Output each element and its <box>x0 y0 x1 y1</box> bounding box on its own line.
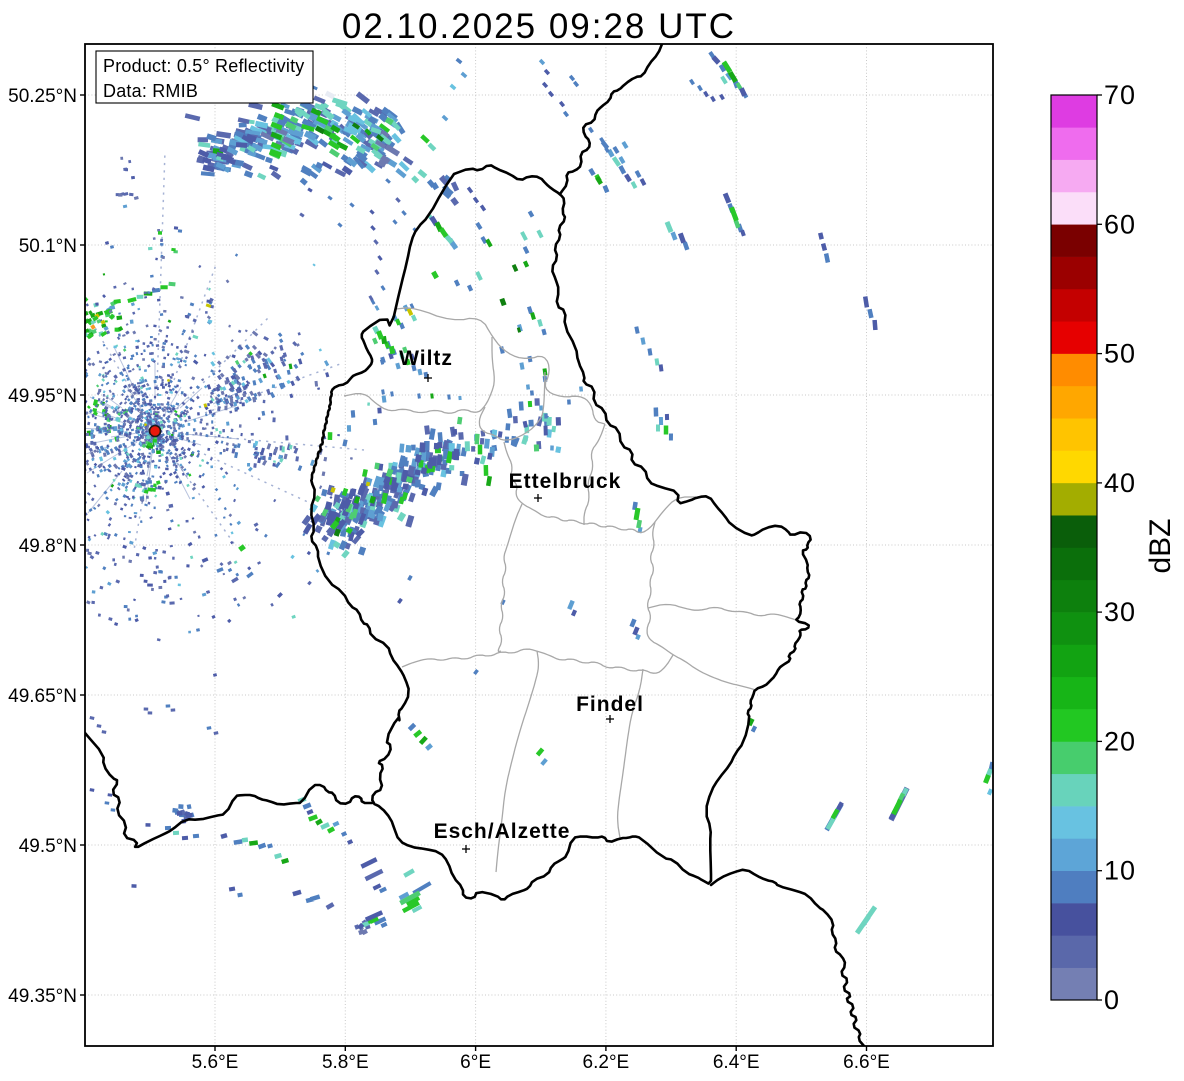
svg-text:50.1°N: 50.1°N <box>19 236 77 257</box>
svg-text:6.4°E: 6.4°E <box>713 1052 760 1073</box>
svg-text:49.95°N: 49.95°N <box>8 386 77 407</box>
svg-text:50.25°N: 50.25°N <box>8 86 77 107</box>
svg-text:5.8°E: 5.8°E <box>322 1052 369 1073</box>
svg-text:50: 50 <box>1104 339 1136 369</box>
svg-text:dBZ: dBZ <box>1144 518 1177 573</box>
svg-text:Esch/Alzette: Esch/Alzette <box>434 820 571 843</box>
svg-text:0: 0 <box>1104 985 1120 1015</box>
svg-text:Wiltz: Wiltz <box>399 347 453 370</box>
svg-text:70: 70 <box>1104 80 1136 110</box>
svg-text:5.6°E: 5.6°E <box>192 1052 239 1073</box>
svg-text:Findel: Findel <box>576 693 644 716</box>
svg-text:10: 10 <box>1104 856 1136 886</box>
svg-text:6.6°E: 6.6°E <box>843 1052 890 1073</box>
svg-text:20: 20 <box>1104 726 1136 756</box>
svg-text:02.10.2025 09:28 UTC: 02.10.2025 09:28 UTC <box>342 7 736 46</box>
svg-text:Data: RMIB: Data: RMIB <box>103 81 198 101</box>
svg-text:Product: 0.5° Reflectivity: Product: 0.5° Reflectivity <box>103 56 304 76</box>
svg-text:49.8°N: 49.8°N <box>19 536 77 557</box>
svg-text:40: 40 <box>1104 468 1136 498</box>
svg-text:60: 60 <box>1104 209 1136 239</box>
svg-text:30: 30 <box>1104 597 1136 627</box>
svg-text:49.65°N: 49.65°N <box>8 686 77 707</box>
svg-text:6.2°E: 6.2°E <box>583 1052 630 1073</box>
svg-text:49.35°N: 49.35°N <box>8 986 77 1007</box>
svg-text:Ettelbruck: Ettelbruck <box>509 470 622 493</box>
svg-text:49.5°N: 49.5°N <box>19 836 77 857</box>
svg-text:6°E: 6°E <box>460 1052 491 1073</box>
